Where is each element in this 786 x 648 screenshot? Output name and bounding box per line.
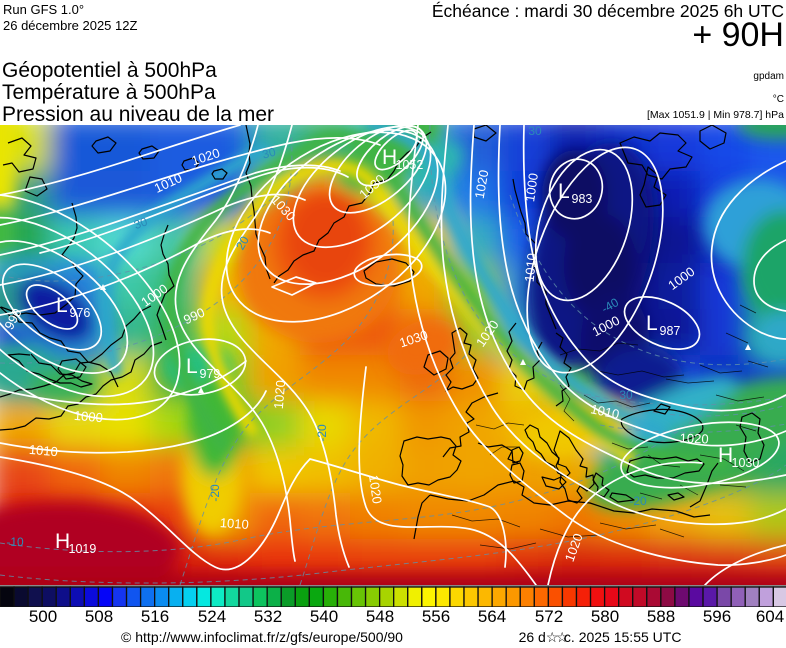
svg-text:1010: 1010 <box>522 252 540 282</box>
svg-text:-20: -20 <box>208 484 222 502</box>
svg-text:1052: 1052 <box>396 158 424 172</box>
svg-text:1000: 1000 <box>73 408 103 425</box>
svg-text:1010: 1010 <box>219 515 249 532</box>
svg-text:30: 30 <box>132 214 150 232</box>
svg-text:H: H <box>382 146 397 169</box>
svg-text:979: 979 <box>200 367 221 381</box>
svg-text:1020: 1020 <box>472 169 492 200</box>
svg-text:1010: 1010 <box>589 401 620 422</box>
svg-text:L: L <box>558 180 570 203</box>
svg-text:976: 976 <box>70 306 91 320</box>
svg-text:1020: 1020 <box>271 380 288 410</box>
svg-text:-10: -10 <box>6 535 24 549</box>
svg-text:987: 987 <box>660 324 681 338</box>
svg-text:L: L <box>56 294 68 317</box>
svg-text:H: H <box>55 530 70 553</box>
svg-text:30: 30 <box>261 145 278 162</box>
svg-text:-20: -20 <box>629 494 647 508</box>
svg-text:-20: -20 <box>315 424 329 442</box>
svg-text:30: 30 <box>619 388 633 402</box>
svg-text:1019: 1019 <box>69 542 97 556</box>
svg-text:L: L <box>646 312 658 335</box>
svg-text:1020: 1020 <box>679 431 708 447</box>
svg-text:983: 983 <box>572 192 593 206</box>
svg-text:30: 30 <box>528 125 542 138</box>
svg-text:H: H <box>718 444 733 467</box>
svg-text:1010: 1010 <box>28 442 58 459</box>
svg-text:L: L <box>186 355 198 378</box>
svg-text:1020: 1020 <box>366 474 385 505</box>
svg-text:1030: 1030 <box>732 456 760 470</box>
svg-text:20: 20 <box>233 233 252 252</box>
svg-text:1000: 1000 <box>522 172 541 203</box>
